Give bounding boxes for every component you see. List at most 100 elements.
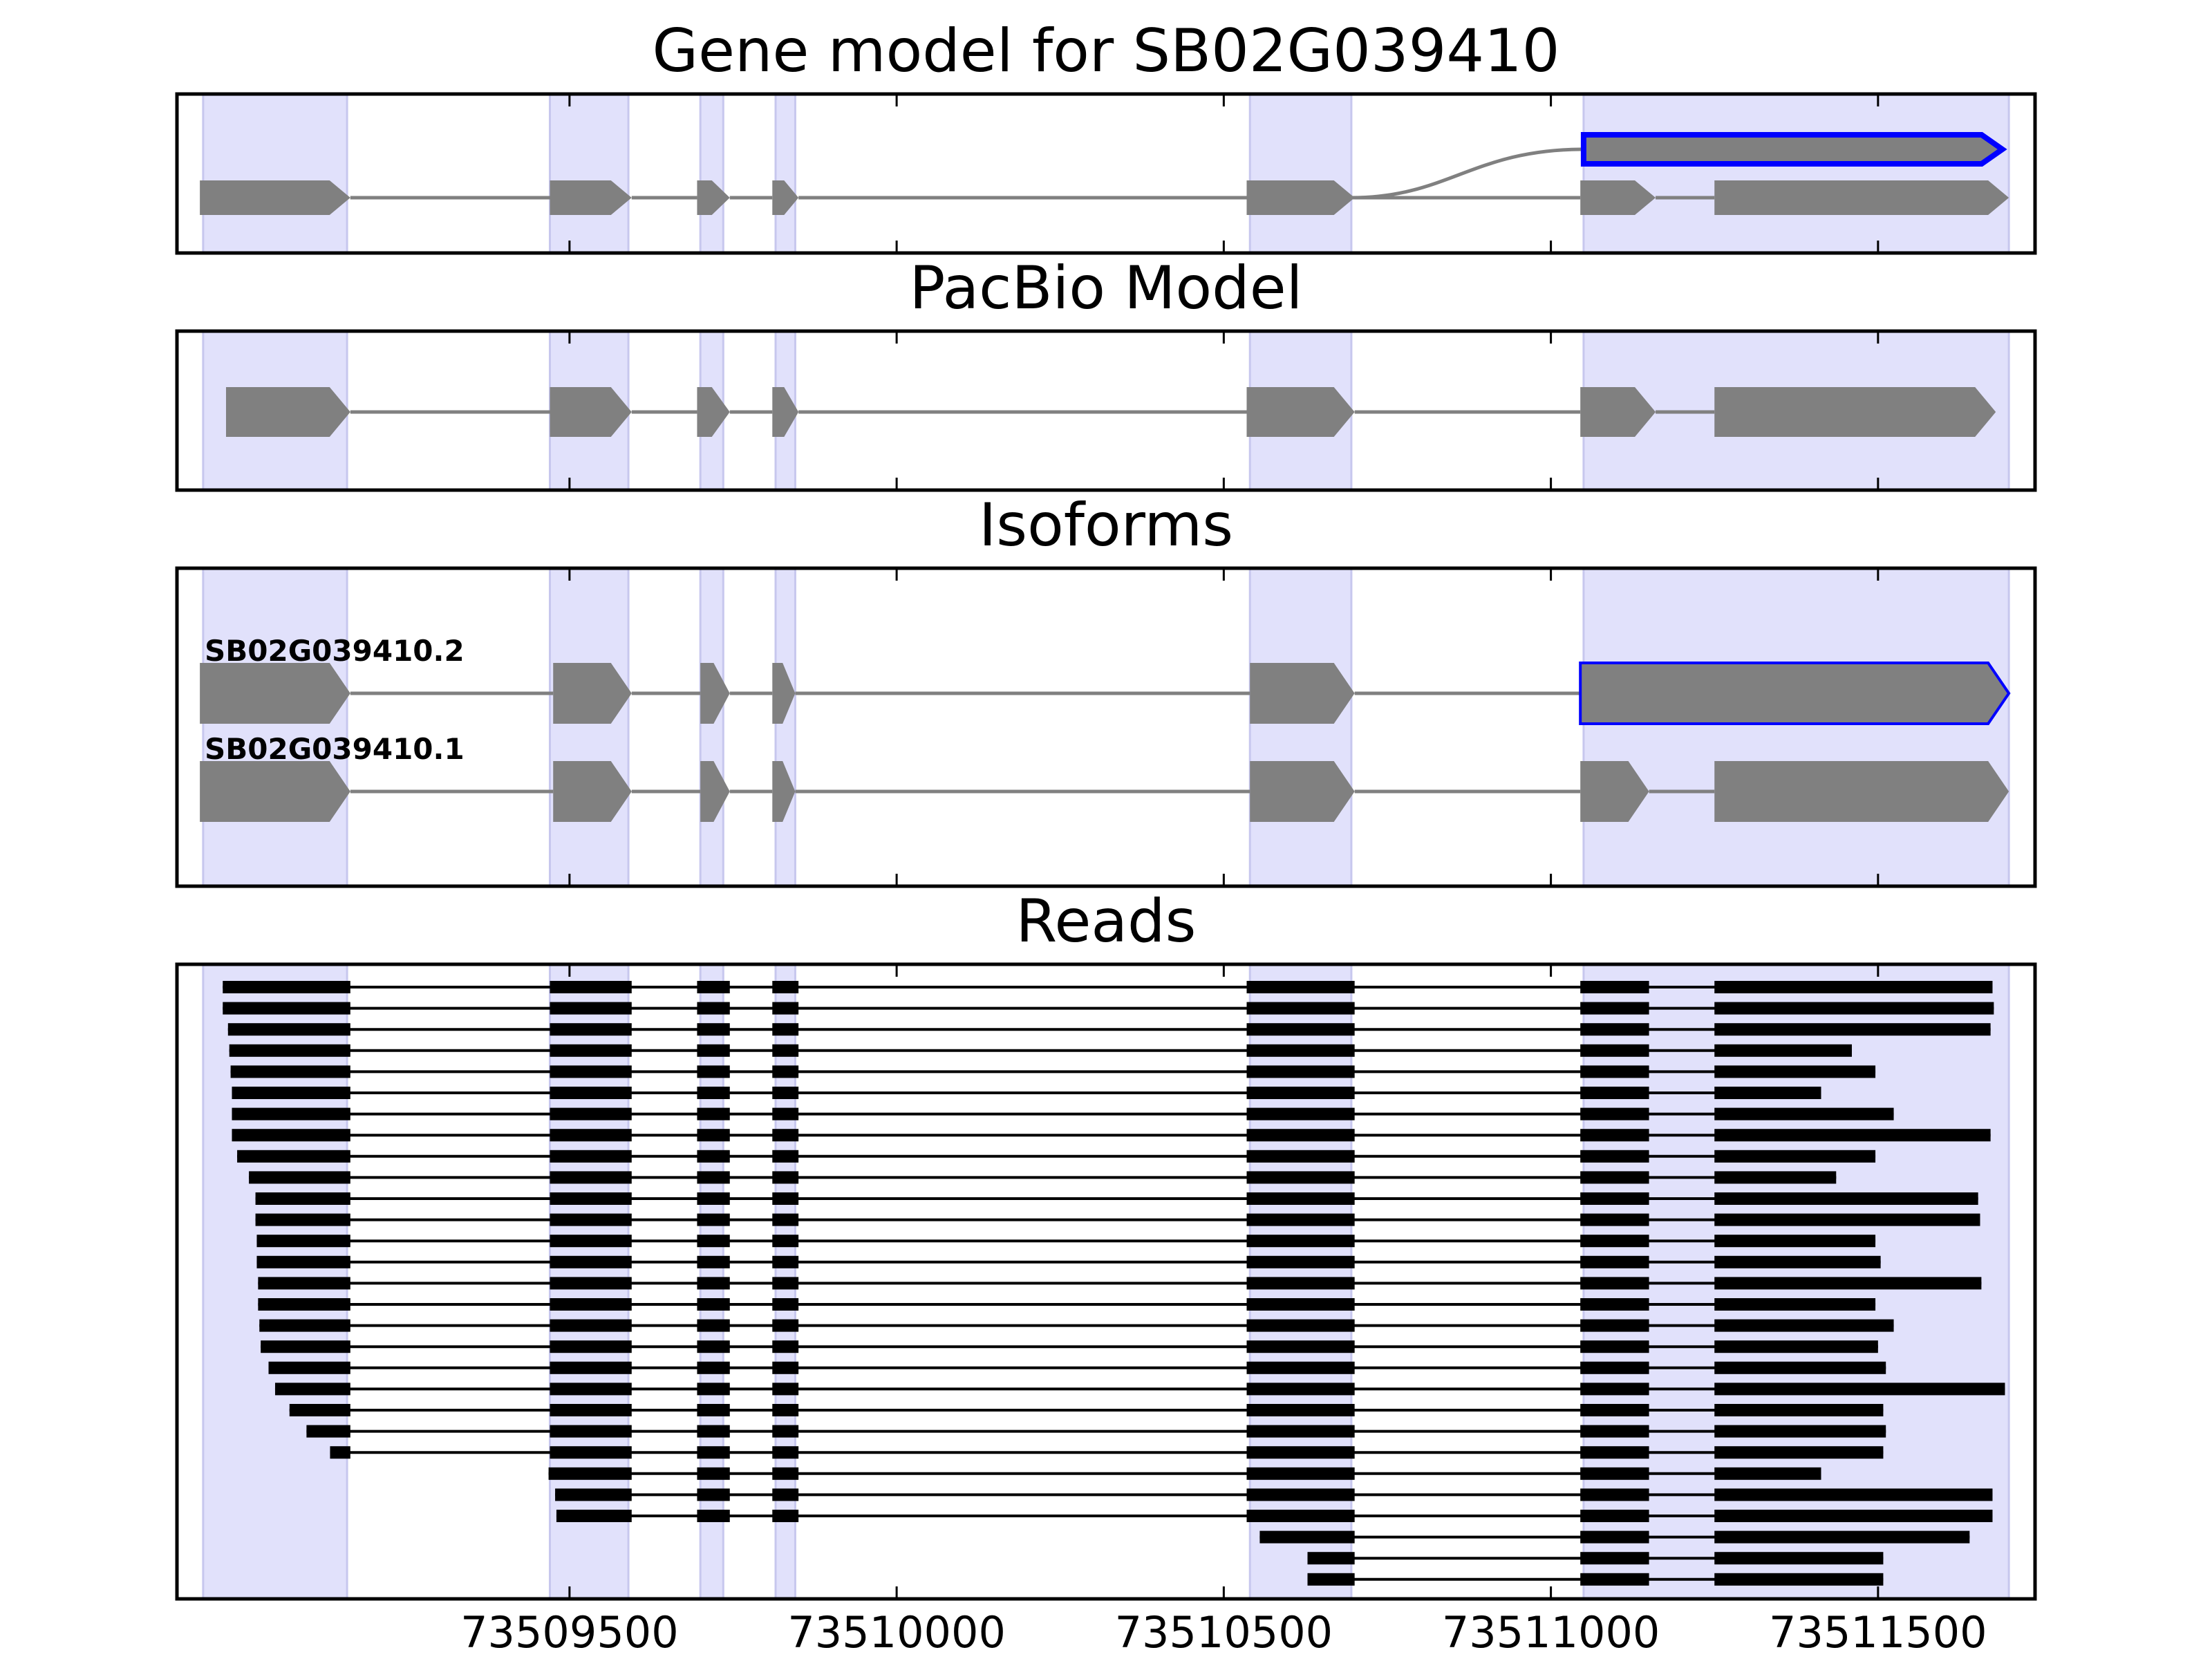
read-row — [1307, 1573, 1884, 1586]
read-block — [1246, 981, 1355, 993]
read-block — [1580, 1319, 1649, 1332]
read-block — [697, 1340, 730, 1353]
read-block — [697, 1319, 730, 1332]
read-row — [1307, 1552, 1884, 1565]
read-block — [697, 1065, 730, 1078]
read-block — [1580, 1488, 1649, 1501]
read-block — [1246, 1023, 1355, 1036]
exon-block — [1250, 761, 1355, 822]
read-block — [1714, 1319, 1894, 1332]
read-block — [550, 1382, 632, 1396]
read-block — [772, 1002, 799, 1015]
read-block — [772, 1510, 799, 1522]
read-block — [1580, 1425, 1649, 1438]
isoform-rows: SB02G039410.2 SB02G039410.1 — [200, 634, 2011, 822]
read-block — [697, 1298, 730, 1311]
read-row — [268, 1361, 1886, 1374]
read-block — [1246, 1087, 1355, 1099]
read-row — [261, 1340, 1878, 1353]
exon-block — [200, 180, 350, 215]
read-block — [1246, 1382, 1355, 1396]
read-block — [330, 1446, 350, 1459]
read-block — [772, 1087, 799, 1099]
read-row — [237, 1150, 1876, 1163]
read-block — [232, 1087, 350, 1099]
exon-highlight-band — [548, 93, 630, 254]
read-block — [550, 1171, 632, 1184]
read-block — [289, 1404, 350, 1416]
read-block — [1246, 1235, 1355, 1248]
x-tick-label: 73511500 — [1769, 1607, 1987, 1658]
read-block — [772, 1404, 799, 1416]
exon-block — [1580, 387, 1656, 437]
read-block — [772, 1171, 799, 1184]
read-block — [772, 981, 799, 993]
read-block — [772, 1467, 799, 1480]
read-block — [1580, 1023, 1649, 1036]
exon-block — [772, 761, 796, 822]
exon-block — [1714, 387, 1996, 437]
read-block — [1580, 1107, 1649, 1121]
read-block — [697, 1467, 730, 1480]
read-block — [550, 1192, 632, 1205]
read-block — [256, 1255, 350, 1268]
read-block — [550, 1235, 632, 1248]
read-block — [1580, 1552, 1649, 1565]
read-block — [697, 1446, 730, 1459]
read-block — [1714, 1087, 1821, 1099]
read-block — [1714, 1382, 2005, 1396]
read-block — [1714, 1488, 1993, 1501]
read-row — [232, 1129, 1991, 1142]
gene-model-rows — [200, 132, 2009, 215]
read-block — [1580, 1530, 1649, 1544]
read-block — [1580, 1129, 1649, 1142]
exon-highlight-band — [202, 93, 348, 254]
read-block — [550, 1107, 632, 1121]
read-block — [697, 1277, 730, 1290]
read-block — [550, 1277, 632, 1290]
read-block — [1246, 1361, 1355, 1374]
exon-block — [553, 663, 632, 724]
read-block — [550, 1087, 632, 1099]
read-block — [772, 1107, 799, 1121]
read-row — [548, 1467, 1821, 1480]
read-block — [1246, 1255, 1355, 1268]
x-ticks — [568, 94, 1880, 253]
branch-connector — [1351, 147, 1584, 200]
pacbio-model-rows — [225, 387, 1996, 437]
read-block — [1307, 1573, 1355, 1586]
read-row — [255, 1213, 1980, 1226]
panel-frame — [175, 962, 2037, 1601]
read-block — [268, 1361, 350, 1374]
read-block — [550, 1044, 632, 1057]
read-block — [237, 1150, 350, 1163]
read-block — [697, 1107, 730, 1121]
read-block — [772, 1065, 799, 1078]
exon-block — [772, 663, 796, 724]
read-block — [255, 1213, 350, 1226]
read-block — [697, 1235, 730, 1248]
read-block — [258, 1277, 350, 1290]
read-block — [772, 1277, 799, 1290]
exon-highlights — [202, 93, 2010, 254]
read-block — [556, 1510, 632, 1522]
read-block — [548, 1467, 550, 1480]
read-block — [1246, 1107, 1355, 1121]
read-block — [1246, 1319, 1355, 1332]
read-block — [697, 1150, 730, 1163]
read-block — [697, 1382, 730, 1396]
x-tick-label: 73511000 — [1442, 1607, 1660, 1658]
exon-block — [200, 663, 350, 724]
read-block — [1580, 1382, 1649, 1396]
exon-highlight-band — [699, 93, 724, 254]
read-block — [1580, 1192, 1649, 1205]
read-block — [550, 1213, 632, 1226]
exon-highlight-band — [1248, 93, 1353, 254]
read-block — [697, 1213, 730, 1226]
read-block — [1714, 1510, 1993, 1522]
read-row — [232, 1107, 1894, 1121]
read-block — [772, 1023, 799, 1036]
read-block — [1246, 1277, 1355, 1290]
read-block — [772, 1129, 799, 1142]
